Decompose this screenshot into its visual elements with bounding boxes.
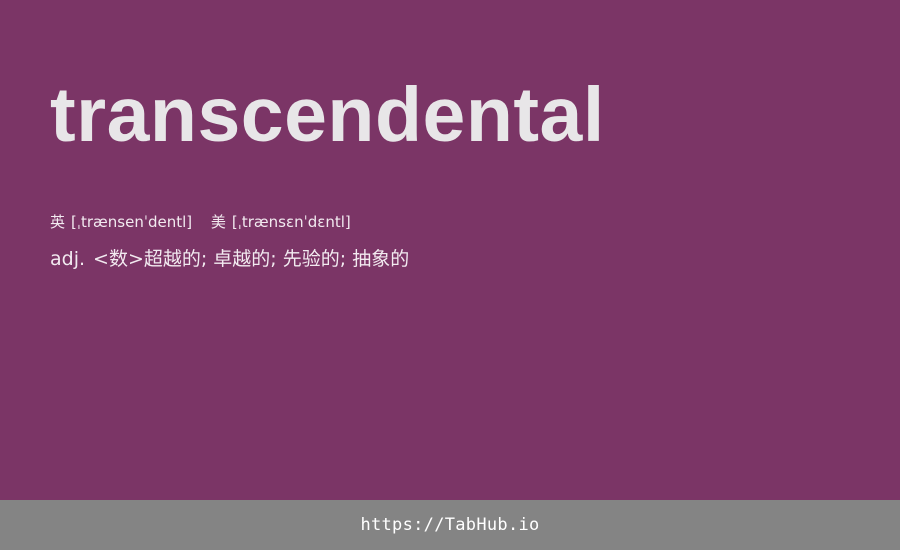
phonetic-us-label: 美 <box>210 213 226 231</box>
footer-bar: https://TabHub.io <box>0 500 900 550</box>
word-card: transcendental 英 [ˌtrænsenˈdentl] 美 [ˌtræn… <box>50 72 605 272</box>
definition-text: <数>超越的; 卓越的; 先验的; 抽象的 <box>93 248 410 270</box>
headword: transcendental <box>50 72 605 158</box>
definition-line: adj. <数>超越的; 卓越的; 先验的; 抽象的 <box>50 246 409 272</box>
phonetics-row: 英 [ˌtrænsenˈdentl] 美 [ˌtrænsɛnˈdɛntl] <box>50 212 351 232</box>
tabhub-link[interactable]: https://TabHub.io <box>360 515 540 535</box>
part-of-speech: adj. <box>50 248 86 270</box>
phonetic-us: 美 [ˌtrænsɛnˈdɛntl] <box>211 212 351 232</box>
phonetic-us-ipa: [ˌtrænsɛnˈdɛntl] <box>231 213 351 231</box>
phonetic-uk-ipa: [ˌtrænsenˈdentl] <box>71 213 193 231</box>
phonetic-uk-label: 英 <box>50 213 66 231</box>
phonetic-uk: 英 [ˌtrænsenˈdentl] <box>50 212 192 232</box>
